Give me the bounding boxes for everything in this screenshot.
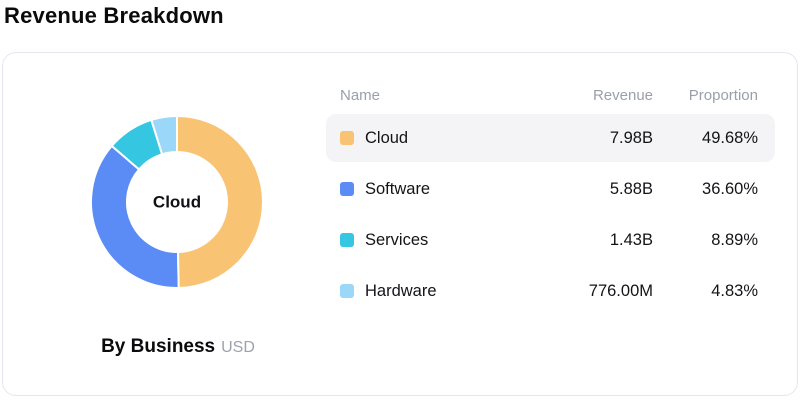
series-name: Software xyxy=(365,179,431,198)
header-proportion: Proportion xyxy=(688,86,758,104)
donut-segment-cloud[interactable] xyxy=(176,114,264,290)
legend-table-body: Cloud 7.98B 49.68% Software 5.88B 36.60% Servi… xyxy=(326,114,775,315)
series-revenue: 776.00M xyxy=(588,281,653,300)
series-color-swatch xyxy=(340,131,354,145)
series-proportion: 8.89% xyxy=(711,230,758,249)
revenue-breakdown-card: Cloud By Business USD Name Revenue Propor… xyxy=(2,52,798,396)
legend-table-header: Name Revenue Proportion xyxy=(326,80,775,110)
header-name: Name xyxy=(340,86,381,104)
donut-chart-svg[interactable]: Cloud xyxy=(67,92,287,312)
donut-segment-services[interactable] xyxy=(110,118,164,171)
page-title: Revenue Breakdown xyxy=(4,3,224,28)
series-color-swatch xyxy=(340,182,354,196)
series-revenue: 1.43B xyxy=(609,230,653,249)
series-proportion: 36.60% xyxy=(702,179,758,198)
chart-caption-title: By Business xyxy=(101,336,216,357)
series-color-swatch xyxy=(340,284,354,298)
series-revenue: 5.88B xyxy=(609,179,653,198)
legend-row-services[interactable]: Services 1.43B 8.89% xyxy=(326,216,775,264)
donut-center-label: Cloud xyxy=(153,193,201,212)
series-proportion: 4.83% xyxy=(711,281,758,300)
series-name: Services xyxy=(365,230,429,249)
series-name: Cloud xyxy=(365,128,409,147)
series-proportion: 49.68% xyxy=(702,128,758,147)
header-revenue: Revenue xyxy=(592,86,653,104)
series-color-swatch xyxy=(340,233,354,247)
donut-segment-software[interactable] xyxy=(90,144,180,289)
legend-row-cloud[interactable]: Cloud 7.98B 49.68% xyxy=(326,114,775,162)
chart-caption-unit: USD xyxy=(221,339,255,356)
legend-row-hardware[interactable]: Hardware 776.00M 4.83% xyxy=(326,267,775,315)
legend-row-software[interactable]: Software 5.88B 36.60% xyxy=(326,165,775,213)
legend-table: Name Revenue Proportion Cloud 7.98B 49.68%… xyxy=(326,80,775,318)
donut-chart[interactable]: Cloud xyxy=(67,92,287,312)
chart-caption: By Business USD xyxy=(3,336,353,358)
series-revenue: 7.98B xyxy=(609,128,653,147)
series-name: Hardware xyxy=(365,281,437,300)
